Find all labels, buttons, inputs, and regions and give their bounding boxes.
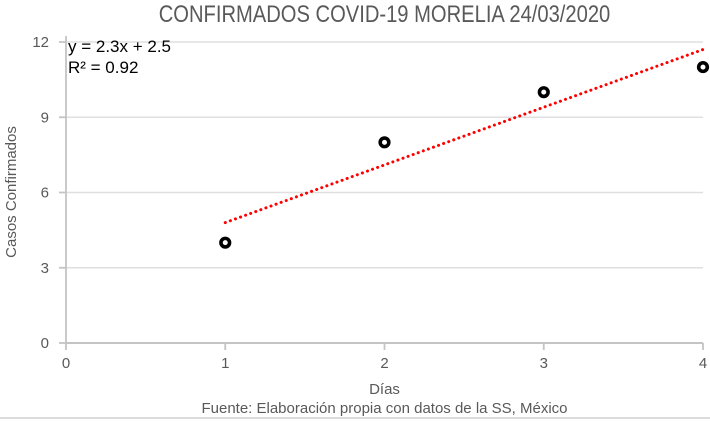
y-tick-label: 12 xyxy=(32,34,49,51)
x-tick-label: 0 xyxy=(62,355,70,372)
source-note: Fuente: Elaboración propia con datos de … xyxy=(201,400,568,417)
data-point-marker xyxy=(537,86,550,99)
y-tick-label: 3 xyxy=(41,260,49,277)
chart-title: CONFIRMADOS COVID-19 MORELIA 24/03/2020 xyxy=(158,1,611,28)
y-tick-label: 9 xyxy=(41,109,49,126)
y-tick-label: 0 xyxy=(41,335,49,352)
x-axis-title: Días xyxy=(369,381,400,398)
y-tick-label: 6 xyxy=(41,185,49,202)
x-tick-label: 3 xyxy=(540,355,548,372)
data-point-marker xyxy=(696,60,710,74)
r-squared-label: R² = 0.92 xyxy=(68,58,139,77)
x-tick-label: 1 xyxy=(221,355,229,372)
bottom-border xyxy=(0,417,710,419)
trendline xyxy=(223,46,708,225)
trendline-annotation: y = 2.3x + 2.5 R² = 0.92 xyxy=(68,36,171,78)
x-tick-label: 2 xyxy=(380,355,388,372)
trendline-equation: y = 2.3x + 2.5 xyxy=(68,37,172,56)
y-axis-title: Casos Confirmados xyxy=(3,126,20,258)
data-point-marker xyxy=(378,136,391,149)
x-tick-label: 4 xyxy=(699,355,707,372)
data-point-marker xyxy=(219,236,232,249)
